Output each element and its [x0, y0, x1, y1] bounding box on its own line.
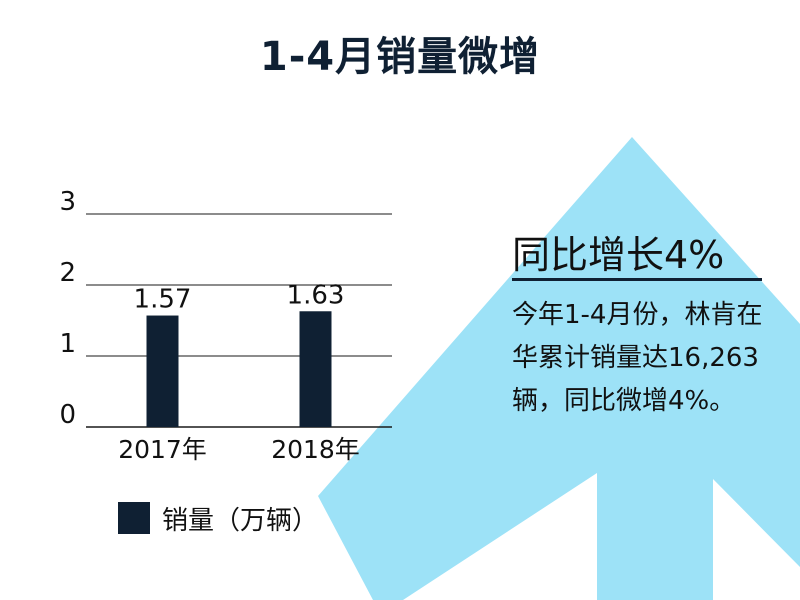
y-tick-label-1: 1: [59, 329, 76, 359]
data-label-1: 1.63: [287, 280, 345, 310]
y-tick-label-3: 3: [59, 187, 76, 217]
x-tick-label-1: 2018年: [271, 435, 360, 464]
legend-label: 销量（万辆）: [162, 506, 319, 536]
heading-underline: [512, 278, 762, 281]
y-tick-label-2: 2: [59, 258, 76, 288]
data-label-0: 1.57: [134, 285, 192, 315]
stat-heading: 同比增长4%: [512, 233, 725, 277]
y-axis-ticks: 0 1 2 3: [59, 187, 76, 430]
data-labels: 1.57 1.63: [134, 280, 345, 314]
x-tick-label-0: 2017年: [118, 435, 207, 464]
bar-1: [299, 311, 332, 427]
background-arrow-shape: [318, 137, 800, 600]
grid-lines: [86, 213, 392, 428]
x-axis-labels: 2017年 2018年: [118, 435, 360, 464]
stat-description: 今年1-4月份，林肯在华累计销量达16,263辆，同比微增4%。: [512, 300, 763, 416]
legend-swatch: [118, 502, 150, 534]
y-tick-label-0: 0: [59, 400, 76, 430]
bars: [146, 311, 332, 427]
bar-0: [146, 315, 179, 427]
chart-title: 1-4月销量微增: [259, 34, 541, 80]
